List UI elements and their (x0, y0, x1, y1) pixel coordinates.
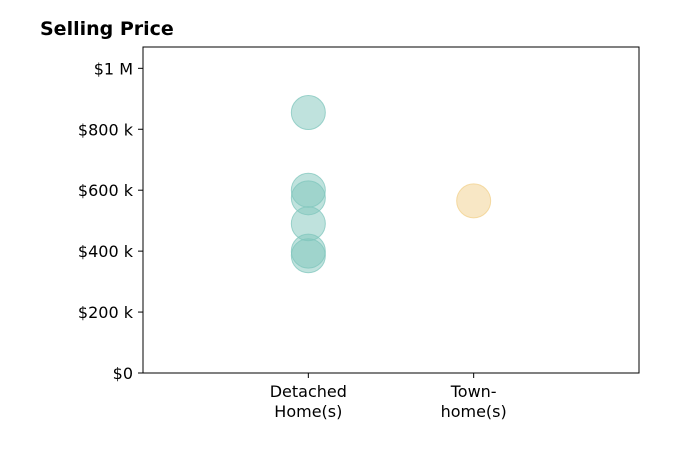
y-tick-label: $200 k (78, 303, 134, 322)
x-tick-label: Detached Home(s) (270, 382, 347, 421)
chart-marks (290, 95, 492, 274)
x-tick-label-line: home(s) (441, 402, 507, 421)
y-tick-label: $0 (113, 364, 133, 383)
data-point (456, 183, 492, 219)
chart-title: Selling Price (40, 18, 174, 40)
y-tick-label: $800 k (78, 120, 134, 139)
y-tick-label: $600 k (78, 181, 134, 200)
x-tick-label-line: Town- (450, 382, 497, 401)
data-point (290, 238, 326, 274)
plot-frame (142, 46, 640, 374)
y-tick-label: $1 M (94, 59, 133, 78)
x-tick-label-line: Detached (270, 382, 347, 401)
y-tick-label: $400 k (78, 242, 134, 261)
y-axis: $0 $200 k $400 k $600 k $800 k $1 M (78, 59, 143, 383)
x-tick-label: Town-home(s) (441, 382, 507, 421)
x-axis: Detached Home(s) Town-home(s) (270, 373, 507, 421)
data-point (290, 95, 326, 131)
x-tick-label-line: Home(s) (274, 402, 342, 421)
